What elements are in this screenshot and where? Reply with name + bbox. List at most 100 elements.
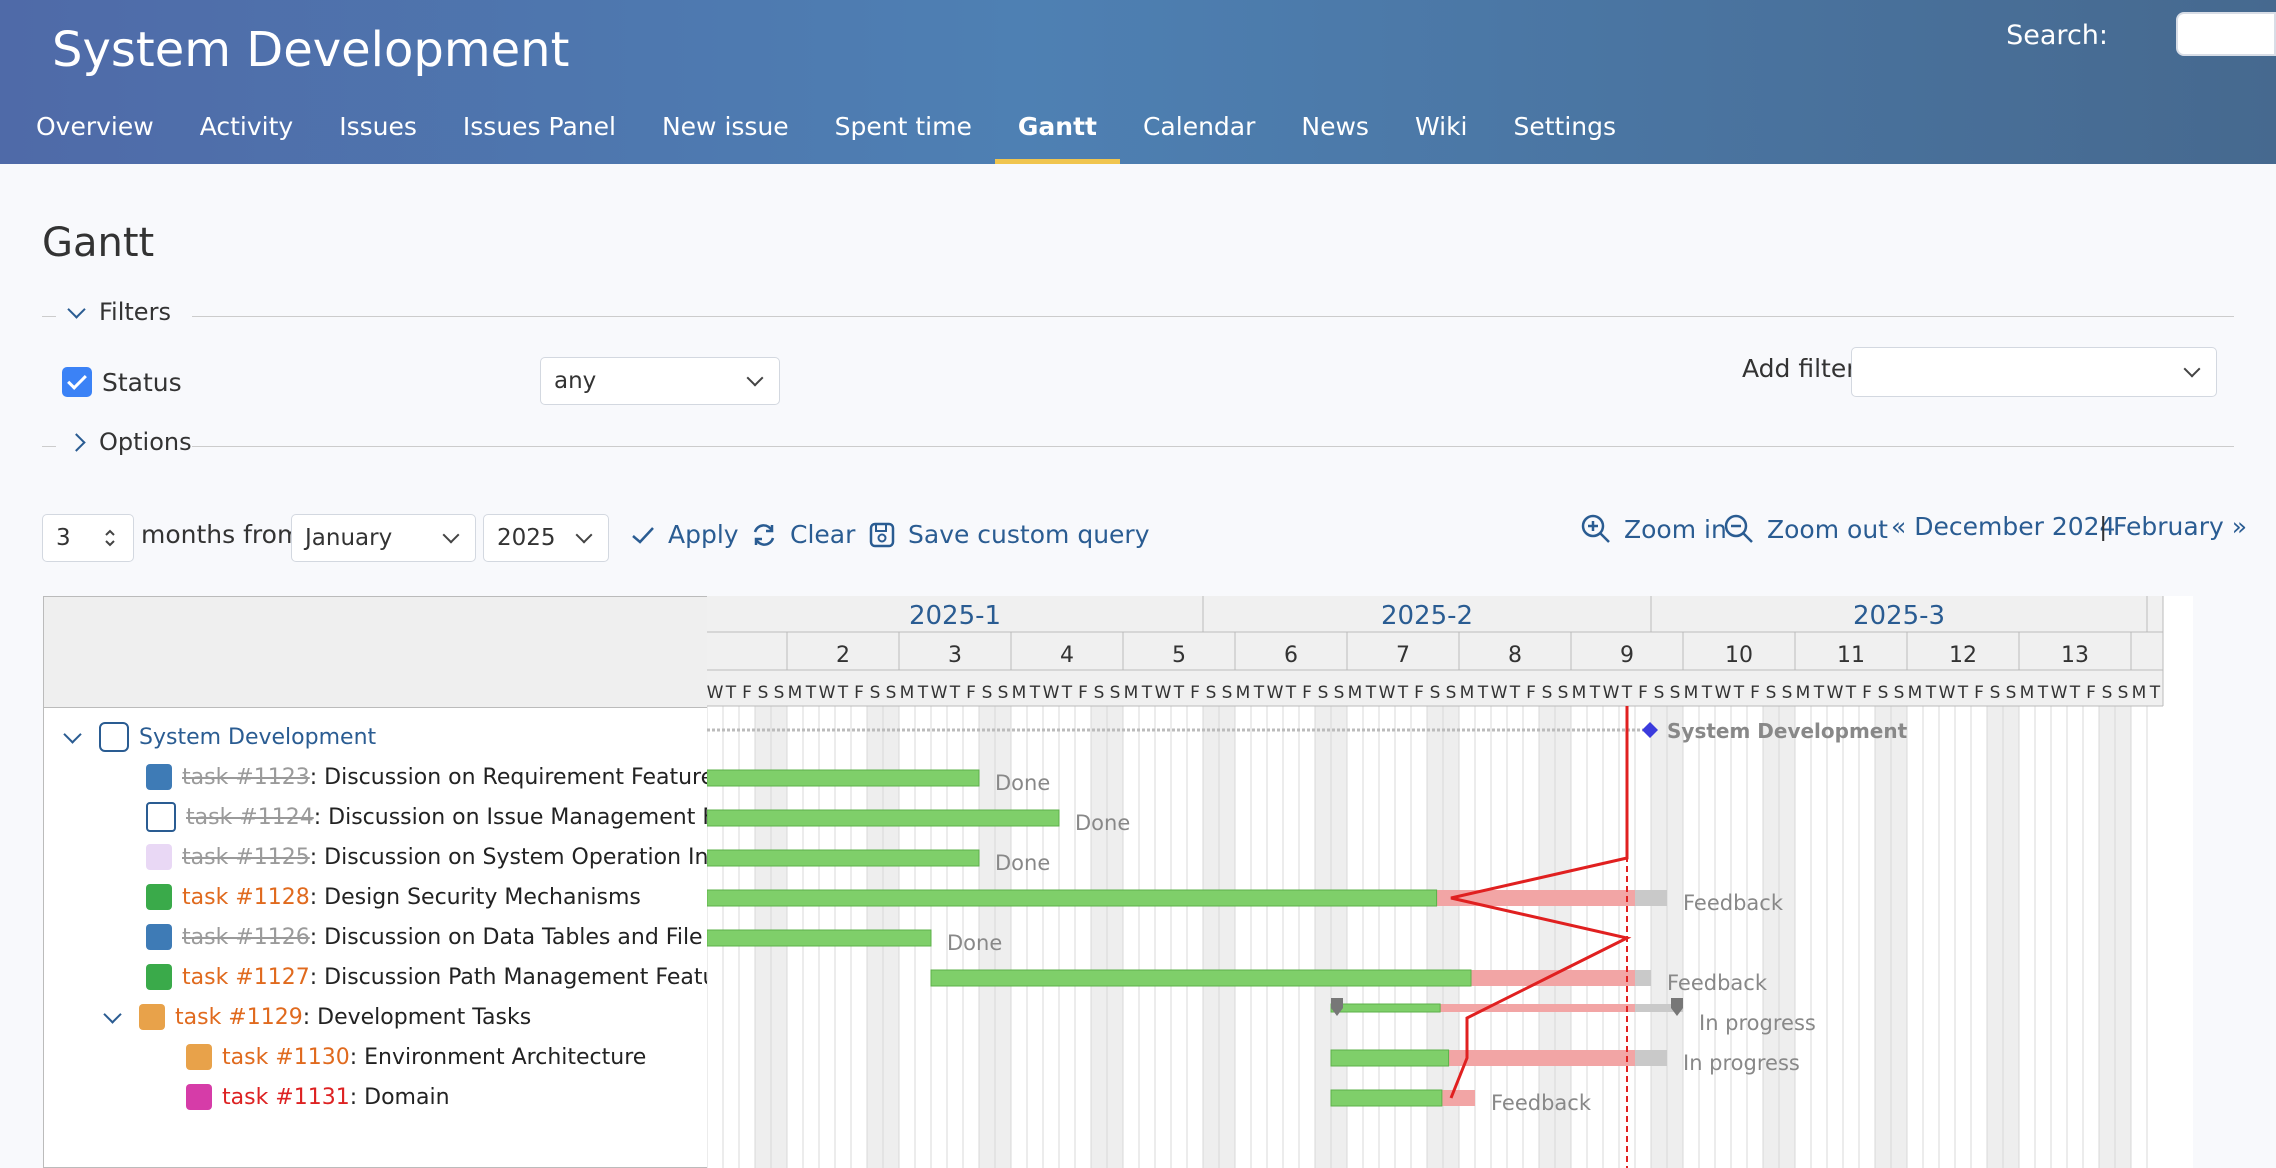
day-of-week-label: S	[1558, 683, 1569, 703]
gantt-subject-row[interactable]: System Development	[63, 721, 377, 753]
spinner-icon[interactable]	[103, 527, 117, 549]
interface-icon	[146, 844, 172, 870]
day-of-week-label: W	[1043, 683, 1060, 703]
weekend-column	[1107, 706, 1123, 1168]
options-toggle[interactable]: Options	[67, 428, 192, 456]
issue-link[interactable]: task #1126	[182, 924, 310, 950]
zoom-out-button[interactable]: Zoom out	[1723, 513, 1888, 545]
tab-settings[interactable]: Settings	[1513, 112, 1617, 141]
tab-news[interactable]: News	[1301, 112, 1369, 141]
day-of-week-label: T	[1509, 683, 1521, 703]
tab-issues[interactable]: Issues	[339, 112, 417, 141]
clear-button[interactable]: Clear	[750, 520, 855, 549]
gantt-subjects-panel: System Development task #1123: Discussion…	[43, 596, 707, 1168]
tab-calendar[interactable]: Calendar	[1142, 112, 1256, 141]
issue-subject: : Domain	[349, 1084, 450, 1110]
gantt-chart: System Development task #1123: Discussion…	[43, 596, 2193, 1168]
clear-label: Clear	[790, 520, 856, 549]
day-of-week-label: M	[2020, 683, 2035, 703]
gantt-subject-row[interactable]: task #1125: Discussion on System Operati…	[146, 841, 707, 873]
filters-legend: Filters	[99, 298, 171, 326]
issue-link[interactable]: task #1125	[182, 844, 310, 870]
gantt-subject-row[interactable]: task #1127: Discussion Path Management F…	[146, 961, 707, 993]
day-of-week-label: T	[1957, 683, 1969, 703]
weekend-column	[1779, 706, 1795, 1168]
tab-spent-time[interactable]: Spent time	[834, 112, 972, 141]
issue-link[interactable]: task #1124	[186, 804, 314, 830]
filters-toggle[interactable]: Filters	[67, 298, 171, 326]
page-title: Gantt	[42, 220, 155, 266]
issue-link[interactable]: task #1123	[182, 764, 310, 790]
day-of-week-label: F	[1414, 683, 1424, 703]
tab-new-issue[interactable]: New issue	[661, 112, 789, 141]
tab-activity[interactable]: Activity	[199, 112, 294, 141]
zoom-in-button[interactable]: Zoom in	[1580, 513, 1727, 545]
months-count-input[interactable]: 3	[42, 514, 134, 562]
day-of-week-label: M	[2132, 683, 2147, 703]
month-select[interactable]: January	[291, 514, 476, 562]
gantt-bar-done	[707, 769, 980, 787]
gantt-subject-row[interactable]: task #1128: Design Security Mechanisms	[146, 881, 641, 913]
gantt-bar-done	[1330, 1003, 1441, 1013]
issue-subject: : Environment Architecture	[349, 1044, 647, 1070]
parent-bar-end-marker	[1671, 998, 1683, 1016]
day-of-week-label: S	[774, 683, 785, 703]
week-label: 8	[1508, 643, 1522, 668]
tab-gantt[interactable]: Gantt	[994, 96, 1121, 164]
day-of-week-label: S	[1206, 683, 1217, 703]
gantt-bar-done	[707, 849, 980, 867]
chevron-down-icon[interactable]	[63, 724, 82, 744]
issue-link[interactable]: task #1129	[175, 1004, 303, 1030]
gantt-bar-done	[707, 929, 932, 947]
project-title[interactable]: System Development	[52, 22, 570, 78]
issue-link[interactable]: task #1128	[182, 884, 310, 910]
search-label: Search:	[2006, 20, 2108, 51]
day-of-week-label: M	[900, 683, 915, 703]
tab-issues-panel[interactable]: Issues Panel	[462, 112, 616, 141]
previous-month-link[interactable]: « December 2024	[1891, 512, 2116, 541]
weekend-column	[2099, 706, 2115, 1168]
week-label: 5	[1172, 643, 1186, 668]
day-of-week-label: T	[1845, 683, 1857, 703]
gantt-subject-row[interactable]: task #1131: Domain	[186, 1081, 450, 1113]
day-of-week-label: M	[1684, 683, 1699, 703]
issue-link[interactable]: task #1130	[222, 1044, 350, 1070]
tab-wiki[interactable]: Wiki	[1414, 112, 1468, 141]
month-select-value: January	[305, 525, 393, 551]
gantt-subject-row[interactable]: task #1130: Environment Architecture	[186, 1041, 646, 1073]
year-select[interactable]: 2025	[483, 514, 609, 562]
project-link[interactable]: System Development	[139, 724, 377, 750]
fieldset-rule	[192, 446, 2234, 447]
save-query-button[interactable]: Save custom query	[868, 520, 1150, 549]
team-icon	[139, 1004, 165, 1030]
day-of-week-label: T	[949, 683, 961, 703]
day-of-week-label: W	[707, 683, 724, 703]
day-of-week-label: W	[2051, 683, 2068, 703]
issue-link[interactable]: task #1127	[182, 964, 310, 990]
tab-overview[interactable]: Overview	[36, 112, 154, 141]
week-label: 2	[836, 643, 850, 668]
day-of-week-label: T	[837, 683, 849, 703]
chevron-down-icon[interactable]	[103, 1004, 122, 1024]
week-label: 3	[948, 643, 962, 668]
day-of-week-label: T	[1365, 683, 1377, 703]
gantt-subject-row[interactable]: task #1129: Development Tasks	[103, 1001, 531, 1033]
issue-link[interactable]: task #1131	[222, 1084, 350, 1110]
weekend-column	[1987, 706, 2003, 1168]
note-icon	[146, 802, 176, 832]
status-filter-checkbox[interactable]	[62, 367, 92, 397]
issue-subject: : Discussion on Data Tables and File Spe…	[309, 924, 707, 950]
gantt-subject-row[interactable]: task #1123: Discussion on Requirement Fe…	[146, 761, 707, 793]
year-select-value: 2025	[497, 525, 556, 551]
next-month-link[interactable]: February »	[2113, 512, 2248, 541]
day-of-week-label: T	[1701, 683, 1713, 703]
issue-subject: : Discussion on Issue Management Feature…	[313, 804, 707, 830]
gantt-subject-row[interactable]: task #1124: Discussion on Issue Manageme…	[146, 801, 707, 833]
issue-subject: : Design Security Mechanisms	[309, 884, 641, 910]
apply-button[interactable]: Apply	[630, 520, 739, 549]
search-input[interactable]	[2176, 12, 2276, 56]
add-filter-select[interactable]	[1851, 347, 2217, 397]
gantt-subject-row[interactable]: task #1126: Discussion on Data Tables an…	[146, 921, 707, 953]
status-operator-select[interactable]: any	[540, 357, 780, 405]
day-of-week-label: F	[1750, 683, 1760, 703]
